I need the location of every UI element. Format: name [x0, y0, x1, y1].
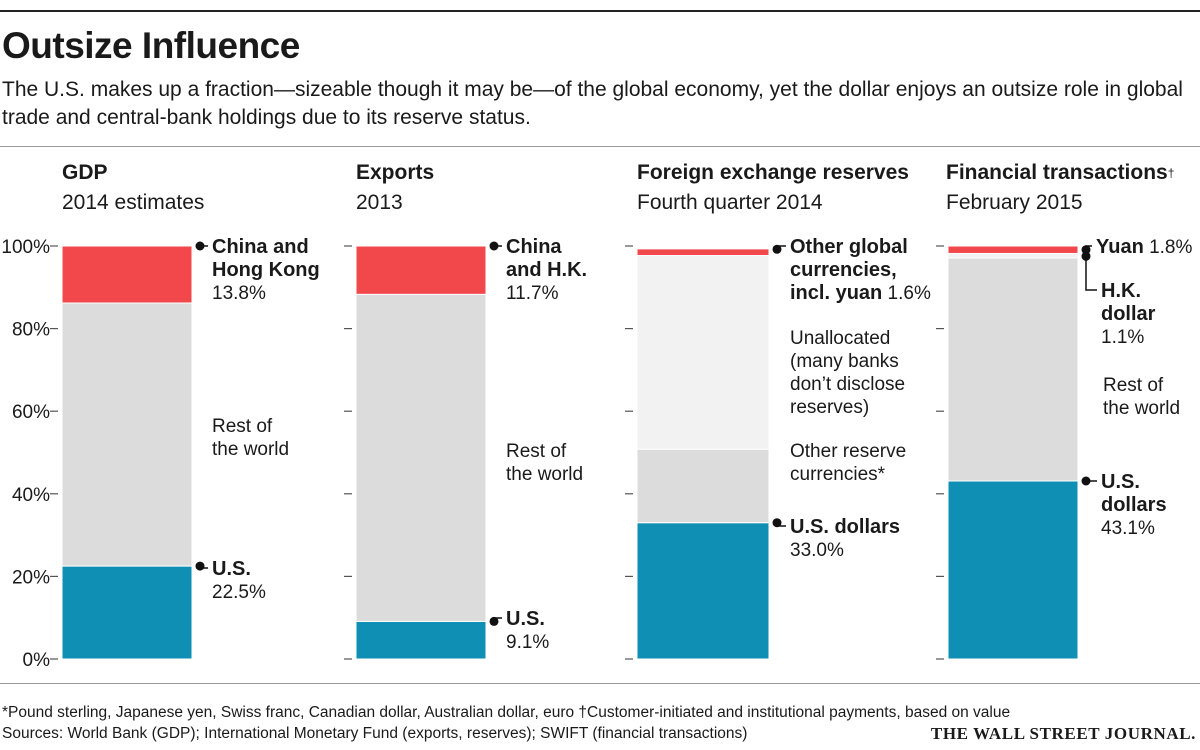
y-tick-label: 60%	[12, 402, 50, 423]
wsj-logo: THE WALL STREET JOURNAL.	[930, 724, 1196, 743]
panel-subtitle-exports: 2013	[356, 191, 403, 214]
segment-label: 9.1%	[506, 632, 549, 653]
label-leader-line	[493, 617, 502, 622]
bar-segment-us	[636, 522, 770, 660]
bar-segment-hk	[947, 252, 1079, 259]
footer-divider	[0, 683, 1200, 684]
footnote-currencies: *Pound sterling, Japanese yen, Swiss fra…	[2, 704, 1011, 721]
segment-label: 33.0%	[790, 540, 844, 561]
segment-label: the world	[506, 464, 583, 485]
segment-label: (many banks	[790, 351, 899, 372]
segment-label: 11.7%	[506, 283, 559, 304]
y-tick-label: 20%	[12, 567, 50, 588]
segment-label: 1.1%	[1101, 327, 1144, 348]
segment-label: U.S. dollars	[790, 516, 900, 538]
segment-label: reserves)	[790, 397, 869, 418]
label-leader-line	[776, 245, 786, 250]
bar-segment-other_global	[636, 248, 770, 256]
panel-title-transactions: Financial transactions†	[946, 161, 1175, 184]
bar-segment-rest	[947, 257, 1079, 482]
bar-segment-rest	[61, 302, 193, 567]
segment-label: dollars	[1101, 494, 1167, 516]
segment-label: H.K.	[1101, 280, 1141, 302]
y-tick-label: 40%	[12, 485, 50, 506]
segment-label: U.S.	[506, 608, 545, 630]
dagger-mark: †	[1167, 166, 1175, 180]
bar-segment-yuan	[947, 245, 1079, 254]
label-leader-line	[776, 522, 786, 527]
chart-subtitle: The U.S. makes up a fraction—sizeable th…	[2, 78, 1183, 129]
segment-label: the world	[212, 439, 289, 460]
bar-segment-rest	[355, 293, 487, 622]
segment-label: the world	[1103, 398, 1180, 419]
segment-label: don’t disclose	[790, 374, 905, 395]
panel-subtitle-reserves: Fourth quarter 2014	[637, 191, 823, 214]
segment-label: Other global	[790, 236, 908, 258]
y-tick-label: 0%	[23, 650, 51, 671]
bar-segment-china	[61, 245, 193, 304]
segment-label: Rest of	[506, 441, 567, 462]
segment-label: U.S.	[212, 558, 251, 580]
segment-label: dollar	[1101, 303, 1156, 325]
bar-segment-us	[61, 565, 193, 660]
segment-label: Hong Kong	[212, 259, 320, 281]
segment-label: 22.5%	[212, 582, 266, 603]
footnote-sources: Sources: World Bank (GDP); International…	[2, 725, 748, 742]
y-tick-label: 80%	[12, 320, 50, 341]
y-tick-label: 100%	[1, 237, 50, 258]
segment-label: China	[506, 236, 562, 258]
bar-segment-unallocated	[636, 254, 770, 450]
label-leader-line	[1085, 245, 1092, 250]
top-rule	[0, 10, 1200, 12]
segment-label: 43.1%	[1101, 518, 1155, 539]
segment-label: China and	[212, 236, 309, 258]
label-leader-line	[1085, 256, 1097, 291]
panel-subtitle-transactions: February 2015	[946, 191, 1083, 214]
bar-segment-other_reserve	[636, 448, 770, 524]
segment-label: and H.K.	[506, 259, 587, 281]
bar-segment-china	[355, 245, 487, 295]
segment-label: Other reserve	[790, 441, 906, 462]
panel-title-reserves: Foreign exchange reserves	[637, 161, 909, 184]
segment-label: Rest of	[212, 416, 273, 437]
segment-label: currencies,	[790, 259, 897, 281]
segment-label: 13.8%	[212, 283, 266, 304]
segment-label: Rest of	[1103, 375, 1164, 396]
chart-title: Outsize Influence	[2, 25, 300, 66]
bar-segment-us	[947, 480, 1079, 660]
panel-title-gdp: GDP	[62, 161, 108, 184]
panel-title-exports: Exports	[356, 161, 435, 184]
segment-label: U.S.	[1101, 471, 1140, 493]
panel-subtitle-gdp: 2014 estimates	[62, 191, 205, 214]
header-divider	[0, 146, 1200, 147]
bar-segment-us	[355, 620, 487, 660]
segment-label: Unallocated	[790, 328, 890, 349]
segment-label: Yuan 1.8%	[1096, 236, 1192, 258]
segment-label: currencies*	[790, 464, 886, 485]
segment-label: incl. yuan 1.6%	[790, 282, 931, 304]
label-marker-dot	[195, 561, 205, 571]
